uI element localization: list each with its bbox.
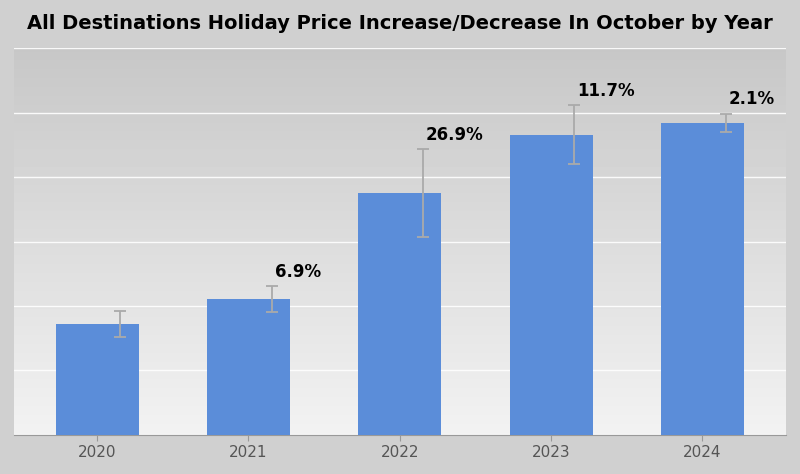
Bar (207, 299, 290, 474)
Text: 26.9%: 26.9% (426, 126, 484, 144)
Text: 6.9%: 6.9% (274, 263, 321, 281)
Bar (55, 324, 138, 474)
Text: 2.1%: 2.1% (729, 91, 775, 109)
Title: All Destinations Holiday Price Increase/Decrease In October by Year: All Destinations Holiday Price Increase/… (27, 14, 773, 33)
Bar (358, 193, 442, 474)
Bar (661, 123, 744, 474)
Text: 11.7%: 11.7% (578, 82, 635, 100)
Bar (510, 135, 593, 474)
